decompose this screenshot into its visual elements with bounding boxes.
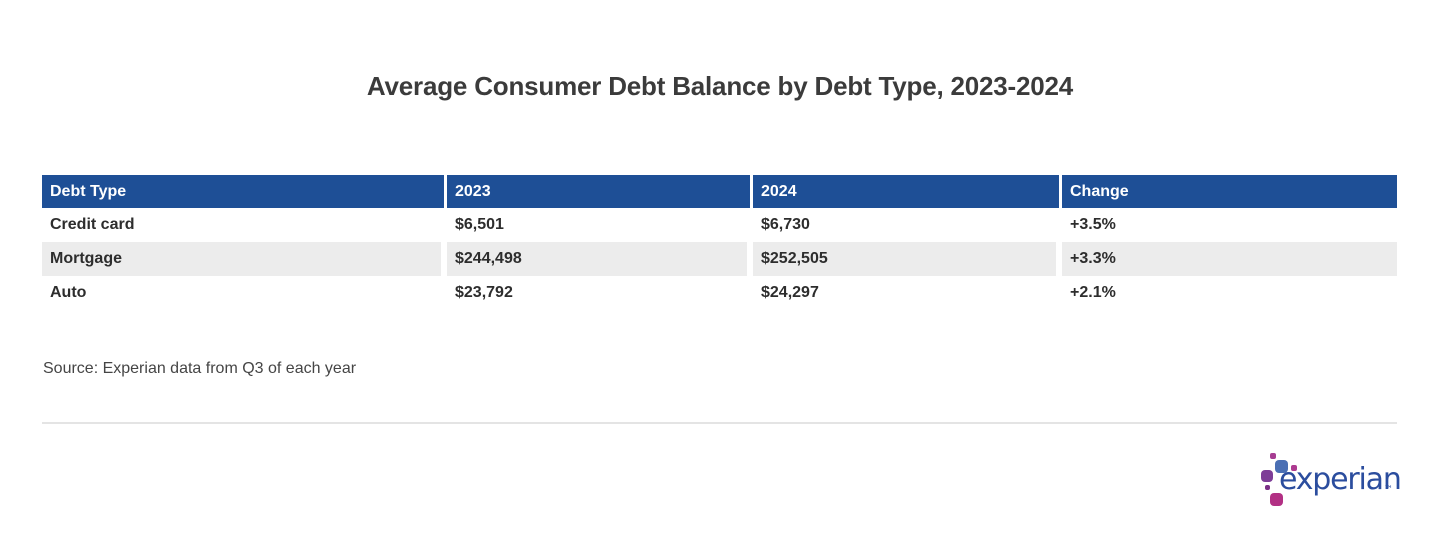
experian-logo-mark-dot-left-icon: [1265, 485, 1270, 490]
experian-logo-text: experian: [1279, 462, 1402, 497]
cell-change-value: +2.1%: [1062, 276, 1397, 310]
column-header-2024: 2024: [753, 175, 1062, 208]
cell-change-value: +3.5%: [1062, 208, 1397, 242]
cell-debt-type: Credit card: [42, 208, 447, 242]
experian-logo-mark-dot-top-icon: [1270, 453, 1276, 459]
cell-2024-value: $252,505: [753, 242, 1062, 276]
experian-logo-mark-purple-icon: [1261, 470, 1273, 482]
table-row-credit-card: Credit card $6,501 $6,730 +3.5%: [42, 208, 1397, 242]
debt-table: Debt Type 2023 2024 Change Credit card $…: [42, 175, 1397, 310]
cell-2023-value: $23,792: [447, 276, 753, 310]
cell-2023-value: $244,498: [447, 242, 753, 276]
footer-divider: [42, 422, 1397, 424]
table-row-mortgage: Mortgage $244,498 $252,505 +3.3%: [42, 242, 1397, 276]
column-header-debt-type: Debt Type: [42, 175, 447, 208]
experian-logo: experian ™: [1256, 452, 1402, 510]
experian-logo-mark-magenta-icon: [1270, 493, 1283, 506]
page-title: Average Consumer Debt Balance by Debt Ty…: [366, 71, 1074, 101]
cell-change-value: +3.3%: [1062, 242, 1397, 276]
trademark-mark: ™: [1384, 485, 1393, 495]
debt-table-container: Debt Type 2023 2024 Change Credit card $…: [42, 175, 1397, 310]
column-header-2023: 2023: [447, 175, 753, 208]
cell-2024-value: $6,730: [753, 208, 1062, 242]
table-row-auto: Auto $23,792 $24,297 +2.1%: [42, 276, 1397, 310]
cell-2023-value: $6,501: [447, 208, 753, 242]
experian-logo-mark-dot-right-icon: [1291, 465, 1297, 471]
column-header-change: Change: [1062, 175, 1397, 208]
table-header-row: Debt Type 2023 2024 Change: [42, 175, 1397, 208]
source-note: Source: Experian data from Q3 of each ye…: [43, 360, 357, 377]
cell-debt-type: Mortgage: [42, 242, 447, 276]
cell-debt-type: Auto: [42, 276, 447, 310]
experian-logo-mark-blue-icon: [1275, 460, 1288, 473]
cell-2024-value: $24,297: [753, 276, 1062, 310]
